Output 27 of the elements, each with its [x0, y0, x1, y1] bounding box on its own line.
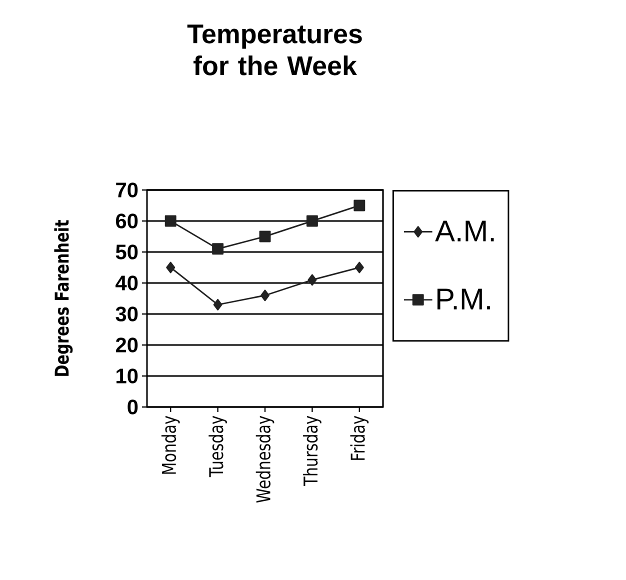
y-tick-label: 50: [116, 244, 138, 260]
point: [354, 200, 366, 212]
y-tick-label: 20: [116, 338, 138, 352]
point: [212, 243, 224, 255]
point: [306, 215, 318, 227]
x-tick-label: Tuesday: [208, 416, 227, 478]
y-tick-label: 60: [116, 214, 138, 228]
point: [260, 290, 270, 302]
y-tick-label: 70: [116, 182, 138, 198]
legend-label: P.M.: [437, 288, 490, 310]
x-tick-label: Monday: [161, 416, 180, 474]
chart-title: Temperatures for the Week: [187, 24, 362, 76]
x-tick-label: Friday: [350, 416, 369, 460]
y-tick-label: 0: [128, 400, 138, 414]
y-tick-label: 30: [116, 306, 138, 322]
x-tick-label: Thursday: [303, 416, 322, 486]
legend-label: A.M.: [435, 220, 494, 242]
point: [164, 215, 176, 227]
point: [259, 230, 271, 242]
y-axis-title: Degrees Farenheit: [54, 220, 73, 376]
point: [308, 274, 317, 286]
point: [213, 298, 222, 310]
x-tick-label: Wednesday: [256, 416, 274, 503]
point: [354, 262, 364, 274]
y-tick-label: 10: [116, 368, 138, 384]
y-tick-label: 40: [116, 276, 138, 290]
point: [166, 262, 176, 274]
